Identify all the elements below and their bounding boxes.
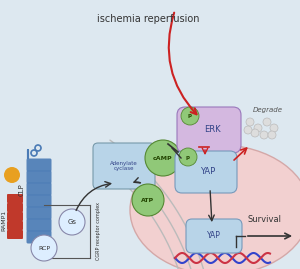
FancyBboxPatch shape [7, 221, 23, 230]
Text: CGRP receptor complex: CGRP receptor complex [96, 202, 101, 260]
FancyBboxPatch shape [93, 143, 155, 189]
Circle shape [31, 235, 57, 261]
Circle shape [260, 131, 268, 139]
FancyBboxPatch shape [26, 231, 52, 243]
Text: ischemia reperfusion: ischemia reperfusion [97, 14, 199, 24]
FancyBboxPatch shape [175, 151, 237, 193]
Text: p: p [186, 154, 190, 160]
FancyBboxPatch shape [7, 203, 23, 212]
Text: YAP: YAP [200, 168, 216, 176]
FancyBboxPatch shape [7, 230, 23, 239]
Circle shape [179, 148, 197, 166]
Circle shape [59, 209, 85, 235]
Text: RAMP1: RAMP1 [2, 210, 7, 231]
Circle shape [4, 167, 20, 183]
FancyBboxPatch shape [7, 194, 23, 203]
Text: Survival: Survival [248, 215, 282, 225]
Circle shape [132, 184, 164, 216]
Text: YAP: YAP [207, 232, 221, 240]
Text: ERK: ERK [204, 126, 220, 134]
Circle shape [263, 118, 271, 126]
Text: Degrade: Degrade [253, 107, 283, 113]
FancyBboxPatch shape [186, 219, 242, 253]
Circle shape [270, 124, 278, 132]
Circle shape [244, 126, 252, 134]
FancyBboxPatch shape [26, 182, 52, 196]
Circle shape [251, 129, 259, 137]
FancyBboxPatch shape [26, 218, 52, 232]
Circle shape [254, 124, 262, 132]
FancyBboxPatch shape [26, 158, 52, 172]
FancyBboxPatch shape [26, 207, 52, 220]
Ellipse shape [130, 145, 300, 269]
FancyBboxPatch shape [177, 107, 241, 153]
Text: CLP: CLP [19, 184, 25, 196]
Text: ATP: ATP [141, 197, 154, 203]
Text: p: p [188, 114, 192, 119]
Text: RCP: RCP [38, 246, 50, 250]
FancyBboxPatch shape [26, 171, 52, 183]
Circle shape [181, 107, 199, 125]
Text: cAMP: cAMP [153, 155, 173, 161]
FancyBboxPatch shape [7, 212, 23, 221]
FancyBboxPatch shape [26, 194, 52, 207]
Text: Adenylate
cyclase: Adenylate cyclase [110, 161, 138, 171]
Circle shape [268, 131, 276, 139]
Circle shape [145, 140, 181, 176]
Text: Gs: Gs [68, 219, 76, 225]
Circle shape [246, 118, 254, 126]
